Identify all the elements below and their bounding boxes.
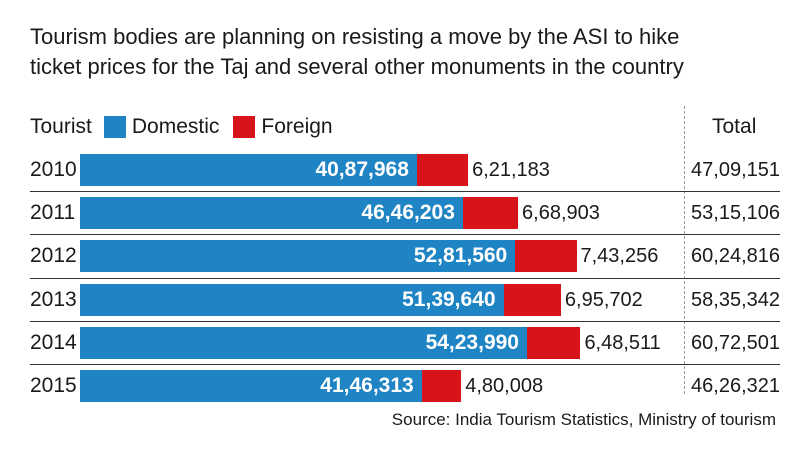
legend-item-foreign: Foreign: [233, 115, 333, 139]
total-divider: [684, 106, 685, 394]
domestic-value-label: 51,39,640: [402, 287, 496, 311]
year-label: 2012: [30, 244, 77, 268]
headline-line-1: Tourism bodies are planning on resisting…: [30, 24, 680, 49]
year-label: 2015: [30, 374, 77, 397]
row-2011: 2011 46,46,203 6,68,903 53,15,106: [0, 195, 800, 231]
row-2015: 2015 41,46,313 4,80,008 46,26,321: [0, 368, 800, 404]
domestic-bar: [80, 154, 417, 186]
row-separator: [30, 277, 780, 279]
foreign-value-label: 6,21,183: [472, 159, 550, 181]
foreign-bar: [527, 326, 581, 359]
legend: Tourist Domestic Foreign: [30, 112, 347, 142]
legend-swatch-domestic: [103, 116, 126, 138]
domestic-bar: [80, 326, 527, 359]
legend-item-domestic: Domestic: [103, 115, 220, 139]
foreign-bar: [416, 154, 469, 186]
foreign-bar: [462, 197, 519, 230]
headline: Tourism bodies are planning on resisting…: [30, 22, 730, 82]
row-2010: 2010 40,87,968 6,21,183 47,09,151: [0, 152, 800, 188]
year-label: 2010: [30, 158, 77, 181]
domestic-value-label: 54,23,990: [425, 330, 519, 354]
year-label: 2011: [30, 201, 76, 225]
total-value-label: 53,15,106: [691, 202, 780, 225]
year-label: 2013: [30, 287, 77, 311]
domestic-value-label: 52,81,560: [413, 244, 508, 268]
domestic-bar: [80, 370, 422, 402]
total-value-label: 60,24,816: [691, 245, 780, 268]
foreign-value-label: 6,68,903: [522, 202, 600, 225]
total-value-label: 60,72,501: [691, 331, 780, 354]
domestic-value-label: 40,87,968: [315, 158, 409, 181]
domestic-value-label: 46,46,203: [361, 201, 455, 225]
total-value-label: 47,09,151: [691, 159, 780, 181]
foreign-bar: [503, 283, 561, 316]
row-2012: 2012 52,81,560 7,43,256 60,24,816: [0, 238, 800, 274]
foreign-value-label: 4,80,008: [465, 375, 544, 397]
foreign-value-label: 6,95,702: [564, 288, 643, 311]
legend-swatch-foreign: [233, 116, 256, 138]
row-separator: [30, 320, 780, 322]
total-value-label: 58,35,342: [691, 288, 780, 311]
total-value-label: 46,26,321: [691, 375, 780, 397]
row-2014: 2014 54,23,990 6,48,511 60,72,501: [0, 325, 800, 361]
legend-domestic-label: Domestic: [131, 115, 220, 138]
foreign-bar: [421, 370, 462, 402]
row-separator: [30, 364, 780, 365]
foreign-bar: [515, 240, 577, 273]
domestic-bar: [80, 197, 463, 230]
domestic-value-label: 41,46,313: [320, 374, 414, 397]
source-note: Source: India Tourism Statistics, Minist…: [391, 410, 776, 429]
total-column-header: Total: [712, 115, 757, 138]
row-separator: [30, 191, 780, 193]
domestic-bar: [80, 240, 516, 273]
foreign-value-label: 7,43,256: [580, 245, 659, 268]
domestic-bar: [80, 283, 504, 316]
legend-foreign-label: Foreign: [261, 115, 333, 138]
legend-tourist-label: Tourist: [30, 115, 92, 138]
row-separator: [30, 234, 780, 236]
year-label: 2014: [30, 330, 77, 354]
row-2013: 2013 51,39,640 6,95,702 58,35,342: [0, 282, 800, 318]
headline-line-2: ticket prices for the Taj and several ot…: [30, 54, 684, 79]
foreign-value-label: 6,48,511: [584, 331, 661, 354]
